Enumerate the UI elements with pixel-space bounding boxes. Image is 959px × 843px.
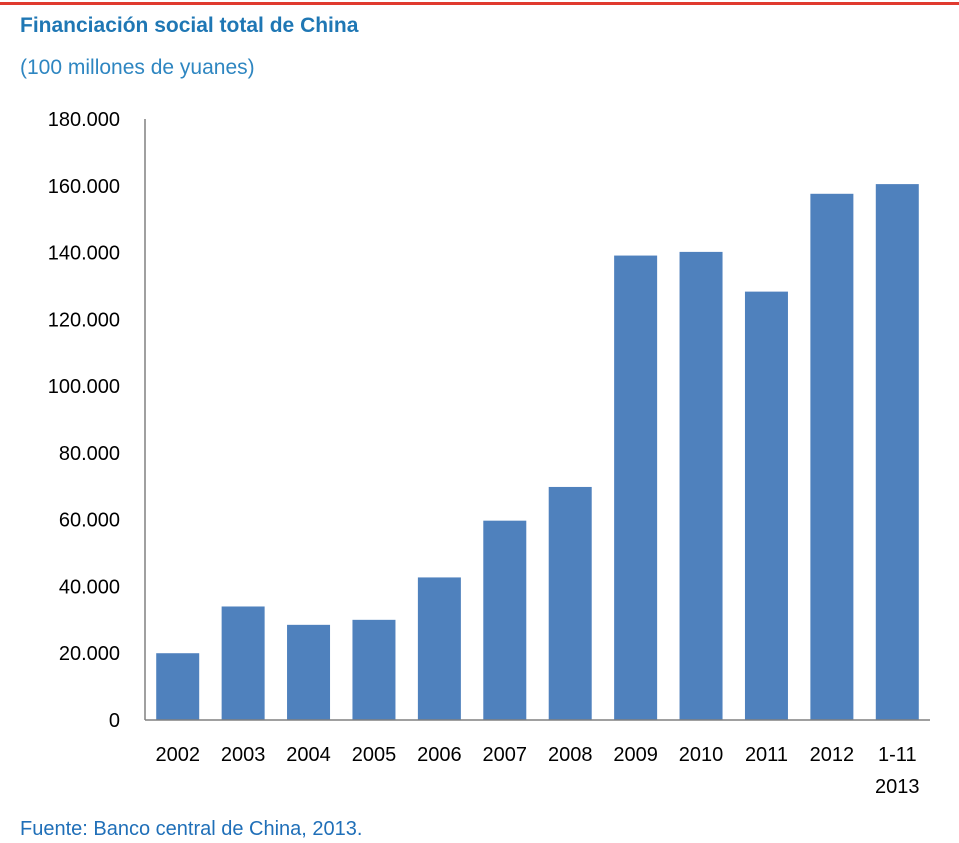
x-tick-label: 2011 xyxy=(745,744,788,766)
top-accent-rule xyxy=(0,2,959,5)
x-tick-label: 2005 xyxy=(352,744,397,766)
x-tick-label: 2009 xyxy=(613,744,658,766)
x-tick-label: 2012 xyxy=(810,744,855,766)
y-tick-label: 20.000 xyxy=(59,643,120,665)
bar-2004 xyxy=(287,624,331,720)
bar-2011 xyxy=(744,291,788,720)
x-tick-label: 2006 xyxy=(417,744,462,766)
chart-title: Financiación social total de China xyxy=(20,14,359,37)
bar-1-11-2013 xyxy=(875,184,919,721)
y-tick-label: 60.000 xyxy=(59,510,120,532)
x-tick-label: 2013 xyxy=(875,776,920,798)
bar-2005 xyxy=(352,619,396,720)
x-tick-label: 2010 xyxy=(679,744,724,766)
bar-2003 xyxy=(221,606,265,720)
x-tick-label: 2007 xyxy=(483,744,528,766)
bar-2009 xyxy=(614,255,658,720)
x-tick-label: 2002 xyxy=(155,744,200,766)
x-tick-label: 2004 xyxy=(286,744,331,766)
y-tick-label: 140.000 xyxy=(48,243,120,265)
y-tick-label: 80.000 xyxy=(59,443,120,465)
y-tick-label: 40.000 xyxy=(59,576,120,598)
x-tick-label: 2008 xyxy=(548,744,593,766)
y-tick-label: 120.000 xyxy=(48,309,120,331)
bar-2002 xyxy=(156,653,200,720)
bar-2007 xyxy=(483,520,527,720)
bar-2006 xyxy=(417,577,461,720)
source-note: Fuente: Banco central de China, 2013. xyxy=(20,818,363,840)
y-tick-label: 160.000 xyxy=(48,176,120,198)
y-tick-label: 0 xyxy=(109,710,120,732)
y-tick-label: 100.000 xyxy=(48,376,120,398)
bar-2012 xyxy=(810,193,854,721)
x-tick-label: 2003 xyxy=(221,744,266,766)
bar-2010 xyxy=(679,251,723,720)
chart-subtitle: (100 millones de yuanes) xyxy=(20,56,255,79)
y-tick-label: 180.000 xyxy=(48,109,120,131)
x-tick-label: 1-11 xyxy=(878,744,917,766)
bar-2008 xyxy=(548,486,592,720)
